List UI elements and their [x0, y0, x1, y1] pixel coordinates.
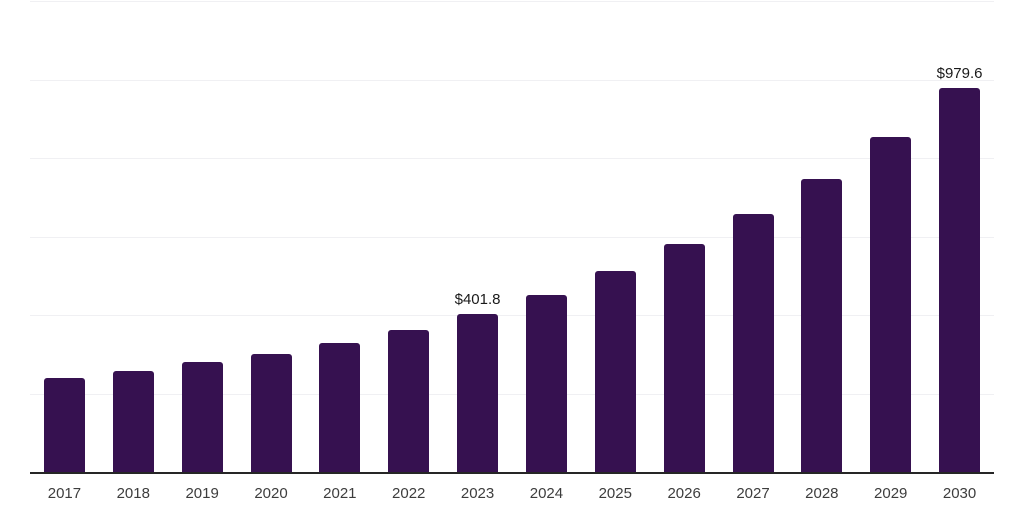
- bar-2020: [250, 353, 292, 472]
- x-tick-label-2025: 2025: [598, 485, 632, 502]
- bar-2028: [801, 178, 843, 472]
- x-tick-label-2022: 2022: [392, 485, 426, 502]
- x-tick-label-2030: 2030: [942, 485, 977, 502]
- gridline-200: [30, 393, 994, 395]
- x-axis-labels: 2017 2018 2019 2020 2021 2022 2023 2024 2025 2026…: [30, 484, 994, 506]
- gridline-400: [30, 315, 994, 316]
- bar-2017: [43, 377, 85, 472]
- bar-2022: [388, 329, 430, 472]
- x-tick-label-2026: 2026: [667, 485, 701, 502]
- x-tick-label-2023: 2023: [460, 485, 495, 502]
- x-tick-label-2024: 2024: [529, 485, 564, 502]
- bar-2024: [525, 295, 567, 472]
- plot-area: $401.8 $979.6: [30, 1, 994, 474]
- bar-2023: [457, 314, 499, 472]
- bar-2018: [112, 371, 154, 472]
- bar-2021: [319, 343, 361, 472]
- gridline-600: [30, 236, 994, 238]
- gridline-800: [30, 158, 994, 159]
- x-tick-label-2017: 2017: [47, 485, 82, 502]
- bar-2029: [870, 136, 912, 472]
- bar-2027: [732, 214, 774, 472]
- bar-2025: [594, 271, 636, 472]
- gridline-1200: [30, 1, 994, 2]
- x-tick-label-2028: 2028: [805, 485, 839, 502]
- bar-2026: [663, 244, 705, 472]
- x-tick-label-2029: 2029: [874, 485, 908, 502]
- x-tick-label-2019: 2019: [185, 485, 219, 502]
- x-tick-label-2021: 2021: [323, 485, 357, 502]
- x-tick-label-2027: 2027: [736, 485, 770, 502]
- bar-value-label-2023: $401.8: [454, 291, 501, 309]
- gridline-1000: [30, 79, 994, 81]
- x-tick-label-2020: 2020: [254, 485, 288, 502]
- bar-2019: [181, 362, 223, 472]
- bar-2030: [939, 87, 981, 472]
- x-tick-label-2018: 2018: [116, 485, 150, 502]
- bar-value-label-2030: $979.6: [936, 64, 983, 82]
